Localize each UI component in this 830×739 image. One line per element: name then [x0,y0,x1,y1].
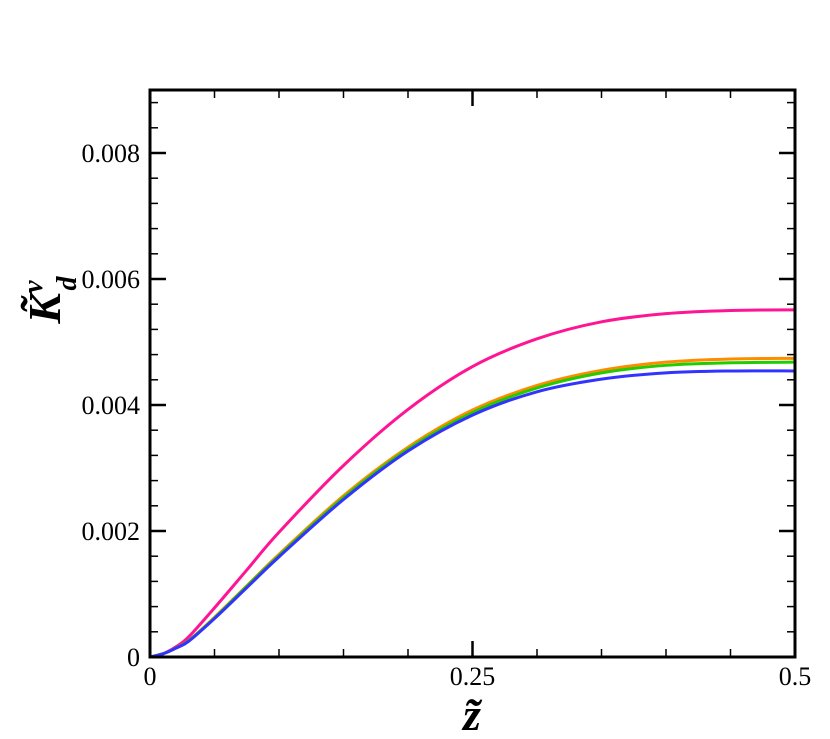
series-line-4 [149,369,796,659]
y-axis-label-main: K̃ [19,290,70,325]
tick-labels: 0 0.25 0.5 0 0.002 0.004 0.006 0.008 [82,139,812,691]
series-layer [149,308,796,659]
x-tick-label: 0.5 [779,662,812,691]
x-axis-label: z̃ [461,689,483,739]
y-tick-label: 0.008 [82,139,141,168]
y-axis-label-subscript: d [52,275,83,290]
series-line-3 [149,360,796,659]
x-tick-label: 0.25 [450,662,496,691]
y-axis-label: K̃v d [18,275,83,324]
series-line-2 [149,356,796,659]
series-line-1 [149,308,796,659]
x-tick-label: 0 [144,662,157,691]
y-tick-label: 0.002 [82,517,141,546]
y-tick-label: 0.006 [82,265,141,294]
plot-frame [148,88,797,659]
y-tick-label: 0.004 [82,391,141,420]
y-axis-label-superscript: v [18,280,49,293]
svg-text:K̃vd: K̃v d [18,275,83,324]
y-tick-label: 0 [127,643,140,672]
